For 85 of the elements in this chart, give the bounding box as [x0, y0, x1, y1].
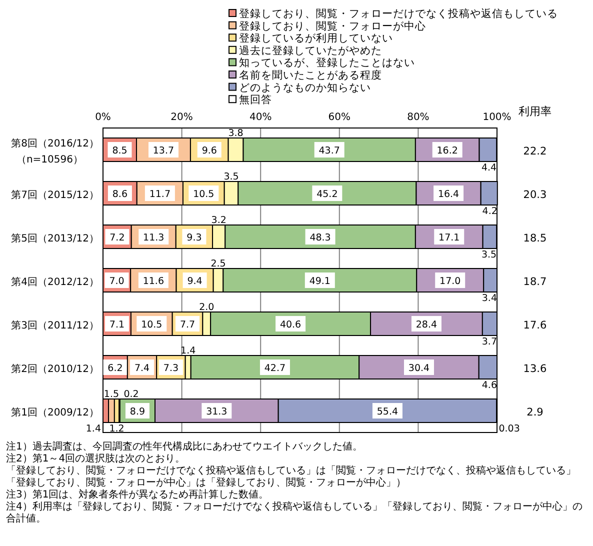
data-label: 7.3 — [163, 362, 179, 374]
data-label: 7.1 — [109, 319, 125, 330]
y-tick-label: 第1回（2009/12） — [11, 406, 99, 418]
data-label: 45.2 — [316, 188, 338, 200]
data-label: 4.4 — [481, 162, 497, 174]
data-label: 16.4 — [438, 188, 460, 200]
data-label: 0.2 — [124, 389, 139, 400]
y-tick-label: 第2回（2010/12） — [11, 362, 99, 375]
data-label: 1.5 — [104, 389, 120, 400]
data-label: 48.3 — [310, 232, 331, 244]
data-label: 9.3 — [186, 232, 202, 244]
y-tick-label: 第7回（2015/12） — [11, 188, 99, 201]
data-label: 11.7 — [149, 188, 171, 200]
data-label: 11.3 — [143, 232, 164, 244]
text: 「登録しており、閲覧・フォローが中心」は「登録しており、閲覧・フォローが中心」） — [6, 476, 406, 488]
data-label: 1.4 — [180, 346, 196, 356]
data-label: 43.7 — [318, 145, 340, 156]
legend-label: どのようなものか知らない — [239, 82, 371, 94]
data-label: 17.1 — [438, 232, 460, 244]
x-tick-label: 20% — [170, 112, 193, 123]
data-label: 17.6 — [523, 319, 548, 332]
data-label: 3.2 — [211, 215, 226, 226]
data-label: 18.5 — [523, 232, 547, 244]
data-label: 13.7 — [152, 145, 174, 156]
data-label: 0.03 — [498, 424, 520, 434]
data-label: 55.4 — [376, 406, 398, 418]
data-label: 3.8 — [228, 128, 244, 139]
data-label: 31.3 — [206, 406, 228, 418]
y-tick-label: 第3回（2011/12） — [11, 319, 99, 332]
legend-label: 登録しているが利用していない — [239, 32, 393, 45]
data-label: 11.6 — [142, 276, 164, 287]
data-label: 8.5 — [112, 145, 128, 156]
legend-label: 過去に登録していたがやめた — [239, 44, 382, 57]
data-label: 3.5 — [481, 250, 497, 260]
text: 利用率 — [518, 105, 552, 118]
y-tick-label: 第8回（2016/12）（n=10596） — [11, 137, 99, 166]
data-label: 10.5 — [193, 188, 214, 200]
text: 注4）利用率は「登録しており、閲覧・フォローだけでなく投稿や返信もしている」「登録しており、閲覧・フォローが中心」の合計値。 — [6, 500, 582, 524]
data-label: 3.7 — [482, 336, 497, 348]
legend-label: 登録しており、閲覧・フォローが中心 — [239, 19, 426, 32]
data-label: 6.2 — [108, 362, 123, 374]
data-label: 17.0 — [440, 276, 461, 287]
x-tick-label: 80% — [407, 112, 430, 123]
data-label: 9.6 — [202, 145, 217, 156]
data-label: 7.0 — [109, 276, 124, 287]
data-label: 28.4 — [416, 319, 438, 330]
data-label: 8.6 — [112, 188, 128, 200]
data-label: 1.2 — [109, 424, 124, 434]
data-label: 16.2 — [436, 145, 458, 156]
data-label: 3.4 — [482, 293, 497, 304]
text: 注1）過去調査は、今回調査の性年代構成比にあわせてウエイトバックした値。 — [6, 440, 362, 452]
legend-label: 無回答 — [239, 94, 272, 106]
data-label: 2.0 — [199, 302, 214, 313]
data-label: 13.6 — [523, 362, 548, 375]
text: 注2）第1～4回の選択肢は次のとおり。 — [6, 452, 186, 464]
data-label: 7.4 — [134, 362, 150, 374]
data-label: 20.3 — [523, 188, 547, 201]
data-label: 18.7 — [523, 276, 547, 288]
data-label: 4.2 — [482, 206, 498, 217]
data-label: 7.2 — [110, 232, 125, 244]
data-label: 9.4 — [187, 276, 202, 287]
data-label: 49.1 — [309, 276, 330, 287]
data-label: 1.4 — [86, 424, 101, 434]
text: 「登録しており、閲覧・フォローだけでなく投稿や返信もしている」は「閲覧・フォローだけでなく、投稿や返信もしている」 — [6, 464, 576, 476]
data-label: 40.6 — [280, 319, 302, 330]
legend-label: 登録しており、閲覧・フォローだけでなく投稿や返信もしている — [239, 7, 558, 20]
y-tick-label: 第4回（2012/12） — [11, 276, 99, 288]
data-label: 42.7 — [264, 362, 286, 374]
y-tick-label: 第5回（2013/12） — [11, 232, 99, 244]
x-tick-label: 100% — [482, 112, 512, 123]
data-label: 7.7 — [180, 319, 196, 330]
data-label: 22.2 — [523, 145, 547, 158]
data-label: 2.9 — [526, 406, 544, 418]
legend-label: 知っているが、登録したことはない — [239, 57, 415, 70]
data-label: 4.6 — [482, 380, 497, 391]
data-label: 3.5 — [224, 172, 239, 182]
legend-label: 名前を聞いたことがある程度 — [239, 68, 382, 82]
data-label: 30.4 — [408, 362, 430, 374]
text: 注3）第1回は、対象者条件が異なるため再計算した数値。 — [6, 488, 269, 500]
data-label: 10.5 — [141, 319, 162, 330]
x-tick-label: 60% — [328, 112, 351, 123]
data-label: 8.9 — [130, 406, 146, 418]
x-tick-label: 0% — [95, 112, 111, 123]
data-label: 2.5 — [210, 258, 226, 270]
x-tick-label: 40% — [249, 112, 272, 123]
